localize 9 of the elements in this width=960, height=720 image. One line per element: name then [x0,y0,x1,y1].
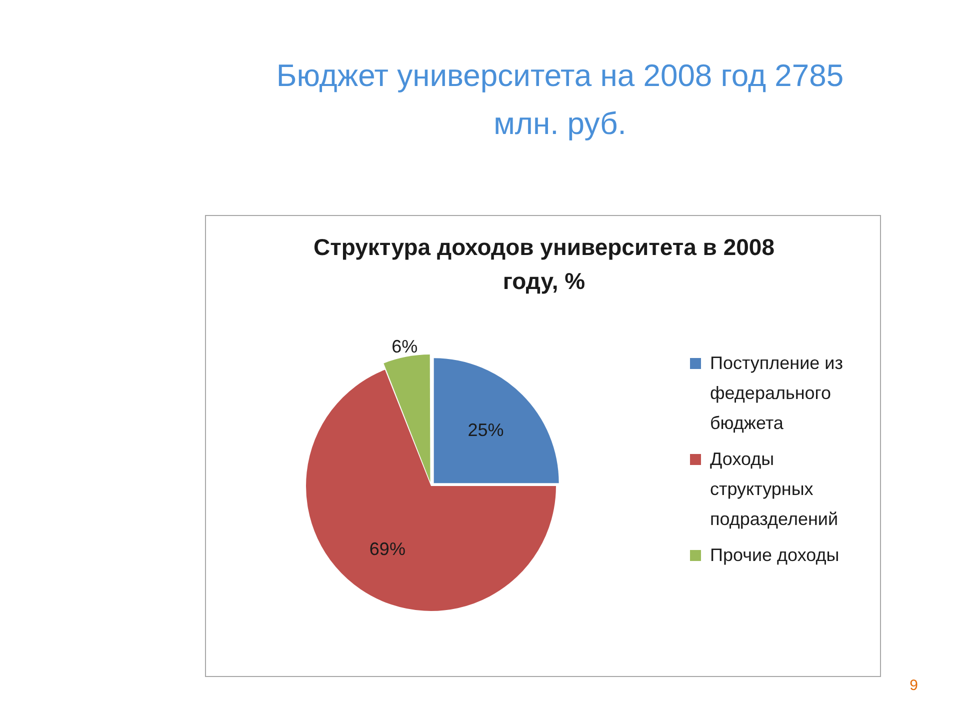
data-label: 6% [392,336,418,356]
legend-label: Доходы структурных подразделений [710,449,838,529]
legend-label: Прочие доходы [710,545,840,565]
text: 9 [910,677,918,694]
data-label: 69% [369,539,406,560]
chart-subtitle: Структура доходов университета в 2008 году, % [312,233,776,296]
chart-title: Бюджет университета на 2008 год 2785 млн. руб. [275,57,845,143]
legend-label: Поступление из федерального бюджета [710,353,843,433]
data-label: 25% [468,420,504,440]
